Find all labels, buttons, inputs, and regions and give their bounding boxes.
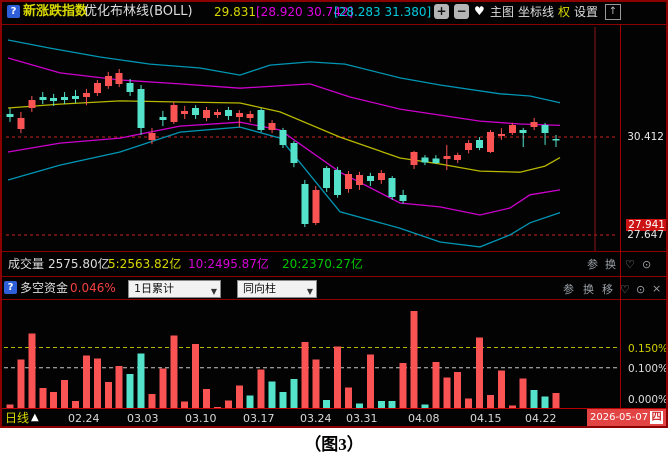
fund-move-tool[interactable]: 移: [602, 283, 613, 296]
date-tick-label: 03.03: [127, 412, 159, 425]
chevron-down-icon: ▼: [210, 287, 217, 296]
frame-under-fund-row: [0, 299, 668, 300]
date-tick-label: 02.24: [68, 412, 100, 425]
period-selector[interactable]: 日线: [5, 411, 30, 425]
price-axis-label: 30.412: [627, 131, 664, 143]
price-axis-label: 27.941: [626, 218, 666, 231]
menu-settings[interactable]: 设置: [574, 5, 599, 19]
date-tick-label: 04.22: [525, 412, 557, 425]
frame-right: [666, 0, 668, 428]
zoom-in-button[interactable]: +: [434, 4, 449, 19]
boll-mid-value: 29.831: [214, 5, 256, 19]
volume-switch-tool[interactable]: 换: [605, 258, 616, 271]
fund-favorite-icon[interactable]: ♡: [620, 283, 630, 296]
fund-magnifier-icon[interactable]: ⊙: [636, 283, 646, 296]
menu-rights[interactable]: 权: [558, 5, 571, 19]
latest-date-badge: 2026-05-07 四: [587, 409, 666, 426]
fund-help-icon[interactable]: ?: [4, 281, 17, 294]
date-tick-label: 03.24: [300, 412, 332, 425]
boll-inner-values: [28.920 30.742]: [256, 5, 354, 19]
zoom-out-button[interactable]: −: [454, 4, 469, 19]
trading-app-window: ? 新涨跌指数 优化布林线(BOLL) 29.831 [28.920 30.74…: [0, 0, 668, 428]
dropdown2-value: 同向柱: [243, 282, 276, 295]
volume-ma10: 10:2495.87亿: [188, 257, 269, 271]
fund-histogram-chart[interactable]: [0, 300, 668, 409]
figure-caption: （图3）: [0, 428, 668, 463]
frame-axis-divider: [620, 25, 621, 408]
date-tick-label: 03.10: [185, 412, 217, 425]
fund-param-tool[interactable]: 参: [563, 283, 574, 296]
weekday-badge: 四: [650, 411, 664, 424]
date-tick-label: 04.08: [408, 412, 440, 425]
chevron-down-icon: ▼: [306, 287, 313, 296]
indicator-name[interactable]: 优化布林线(BOLL): [84, 4, 193, 19]
dropdown1-value: 1日累计: [134, 282, 174, 295]
date-tick-label: 03.31: [346, 412, 378, 425]
volume-value: 2575.80亿: [48, 257, 110, 271]
frame-left: [0, 0, 2, 428]
fund-switch-tool[interactable]: 换: [583, 283, 594, 296]
fund-value: 0.046%: [70, 281, 116, 295]
period-accumulate-dropdown[interactable]: 1日累计 ▼: [128, 280, 221, 298]
volume-label[interactable]: 成交量: [8, 257, 45, 271]
percent-axis-label: 0.150%: [628, 343, 668, 355]
favorite-heart-icon[interactable]: ♥: [474, 4, 485, 18]
volume-ma5: 5:2563.82亿: [108, 257, 182, 271]
index-title: 新涨跌指数: [23, 4, 89, 19]
expand-arrow-button[interactable]: ↑: [605, 4, 621, 20]
boll-outer-values: [28.283 31.380]: [334, 5, 432, 19]
menu-main-chart[interactable]: 主图: [490, 5, 515, 19]
date-tick-label: 04.15: [470, 412, 502, 425]
frame-bottom: [0, 426, 668, 428]
date-tick-label: 03.17: [243, 412, 275, 425]
close-icon[interactable]: ×: [652, 282, 662, 295]
frame-under-main-chart: [0, 251, 668, 252]
frame-under-volume-row: [0, 276, 668, 277]
main-price-chart[interactable]: [0, 25, 668, 252]
help-icon[interactable]: ?: [7, 5, 20, 18]
percent-axis-label: 0.000%: [628, 394, 668, 406]
fund-label[interactable]: 多空资金: [20, 281, 69, 295]
period-arrow-icon[interactable]: ▲: [31, 412, 39, 423]
frame-under-header: [0, 24, 668, 25]
frame-hist-baseline: [0, 408, 668, 409]
frame-top: [0, 0, 668, 2]
bar-style-dropdown[interactable]: 同向柱 ▼: [237, 280, 317, 298]
menu-axis-line[interactable]: 坐标线: [518, 5, 555, 19]
price-axis-label: 27.647: [627, 228, 664, 241]
volume-ma20: 20:2370.27亿: [282, 257, 363, 271]
volume-param-tool[interactable]: 参: [587, 258, 598, 271]
latest-date: 2026-05-07: [590, 412, 649, 423]
percent-axis-label: 0.100%: [628, 363, 668, 375]
volume-magnifier-icon[interactable]: ⊙: [642, 258, 652, 271]
volume-favorite-icon[interactable]: ♡: [625, 258, 635, 271]
